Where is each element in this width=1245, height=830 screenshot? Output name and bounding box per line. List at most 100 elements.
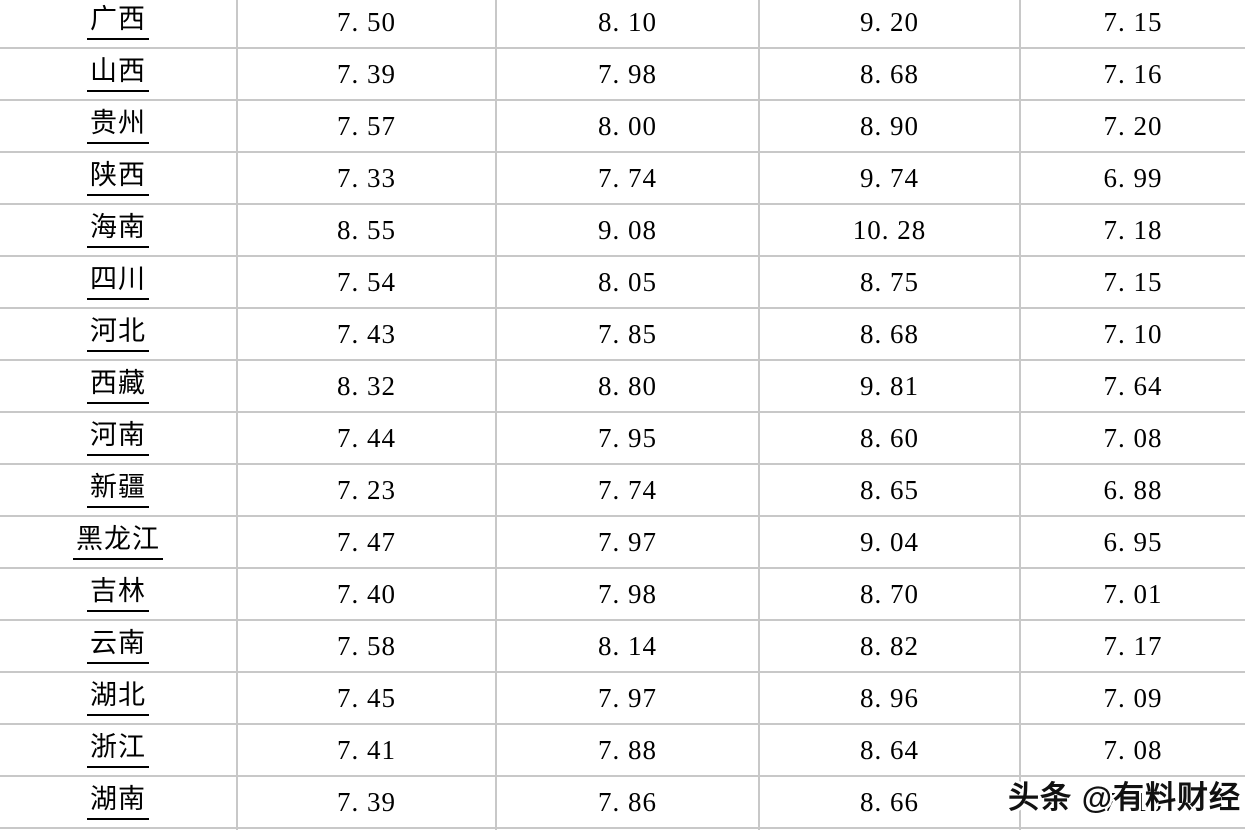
price-cell: 7. 74 [495,151,760,205]
price-cell: 7. 08 [1019,723,1245,777]
price-cell: 8. 96 [758,671,1021,725]
price-cell [1019,827,1245,830]
price-cell: 7. 45 [236,671,497,725]
price-cell: 6. 88 [1019,463,1245,517]
price-cell: 9. 74 [758,151,1021,205]
province-cell: 海南 [0,203,238,257]
province-cell: 山西 [0,47,238,101]
province-cell: 黑龙江 [0,515,238,569]
price-cell: 6. 95 [1019,515,1245,569]
price-cell: 8. 14 [495,619,760,673]
price-cell [495,827,760,830]
province-cell: 广西 [0,0,238,49]
price-cell: 8. 00 [495,99,760,153]
price-cell: 8. 70 [758,567,1021,621]
price-cell: 8. 82 [758,619,1021,673]
province-link: 云南 [87,628,149,664]
watermark-text: 头条 @有料财经 [1008,780,1241,815]
province-link: 广西 [87,4,149,40]
table-row: 湖南 7. 39 7. 86 8. 66 7. 16 [0,775,1245,829]
province-link: 黑龙江 [73,524,163,560]
price-cell: 8. 55 [236,203,497,257]
province-cell: 吉林 [0,567,238,621]
province-link: 浙江 [87,732,149,768]
province-link: 新疆 [87,472,149,508]
province-cell: 浙江 [0,723,238,777]
province-link: 贵州 [87,108,149,144]
province-link: 西藏 [87,368,149,404]
price-cell: 7. 64 [1019,359,1245,413]
price-cell: 7. 86 [495,775,760,829]
price-cell: 7. 98 [495,567,760,621]
price-cell: 8. 80 [495,359,760,413]
province-cell: 湖北 [0,671,238,725]
province-cell: 云南 [0,619,238,673]
province-cell: 河南 [0,411,238,465]
price-cell: 6. 99 [1019,151,1245,205]
province-link: 河南 [87,420,149,456]
price-cell: 7. 58 [236,619,497,673]
price-cell: 7. 50 [236,0,497,49]
price-cell: 7. 95 [495,411,760,465]
price-cell: 8. 75 [758,255,1021,309]
price-cell: 8. 68 [758,307,1021,361]
province-link: 吉林 [87,576,149,612]
price-cell: 7. 44 [236,411,497,465]
price-cell [236,827,497,830]
table-row: 西藏 8. 32 8. 80 9. 81 7. 64 [0,359,1245,413]
price-cell: 7. 39 [236,775,497,829]
price-cell: 7. 98 [495,47,760,101]
province-link: 湖北 [87,680,149,716]
province-link: 四川 [87,264,149,300]
table-row: 山西 7. 39 7. 98 8. 68 7. 16 [0,47,1245,101]
price-cell: 7. 40 [236,567,497,621]
price-cell: 8. 05 [495,255,760,309]
price-cell: 7. 97 [495,515,760,569]
price-cell: 7. 08 [1019,411,1245,465]
price-cell: 7. 88 [495,723,760,777]
price-cell: 7. 33 [236,151,497,205]
price-cell: 7. 16 [1019,47,1245,101]
table-row: 河北 7. 43 7. 85 8. 68 7. 10 [0,307,1245,361]
price-cell: 10. 28 [758,203,1021,257]
province-cell: 新疆 [0,463,238,517]
price-cell: 8. 10 [495,0,760,49]
watermark: 头条 @有料财经 [1008,772,1241,817]
price-cell: 7. 17 [1019,619,1245,673]
province-cell: 河北 [0,307,238,361]
province-cell: 陕西 [0,151,238,205]
table-row: 湖北 7. 45 7. 97 8. 96 7. 09 [0,671,1245,725]
table-row: 吉林 7. 40 7. 98 8. 70 7. 01 [0,567,1245,621]
price-cell: 8. 90 [758,99,1021,153]
province-cell: 湖南 [0,775,238,829]
table-row: 贵州 7. 57 8. 00 8. 90 7. 20 [0,99,1245,153]
price-cell: 7. 01 [1019,567,1245,621]
price-cell: 7. 15 [1019,0,1245,49]
price-cell: 9. 08 [495,203,760,257]
province-link: 河北 [87,316,149,352]
table-row: 广西 7. 50 8. 10 9. 20 7. 15 [0,0,1245,49]
table-row: 新疆 7. 23 7. 74 8. 65 6. 88 [0,463,1245,517]
price-cell: 9. 20 [758,0,1021,49]
price-cell: 7. 43 [236,307,497,361]
province-cell [0,827,238,830]
province-link: 山西 [87,56,149,92]
price-cell: 7. 16 [1019,775,1245,829]
price-cell: 8. 65 [758,463,1021,517]
price-cell: 9. 81 [758,359,1021,413]
price-cell: 7. 23 [236,463,497,517]
table-row: 云南 7. 58 8. 14 8. 82 7. 17 [0,619,1245,673]
price-cell: 7. 97 [495,671,760,725]
price-cell: 8. 64 [758,723,1021,777]
price-cell: 7. 47 [236,515,497,569]
table-row: 河南 7. 44 7. 95 8. 60 7. 08 [0,411,1245,465]
price-cell: 9. 04 [758,515,1021,569]
province-cell: 西藏 [0,359,238,413]
price-cell: 8. 32 [236,359,497,413]
table-row: 黑龙江 7. 47 7. 97 9. 04 6. 95 [0,515,1245,569]
province-cell: 贵州 [0,99,238,153]
price-cell [758,827,1021,830]
table-row: 海南 8. 55 9. 08 10. 28 7. 18 [0,203,1245,257]
